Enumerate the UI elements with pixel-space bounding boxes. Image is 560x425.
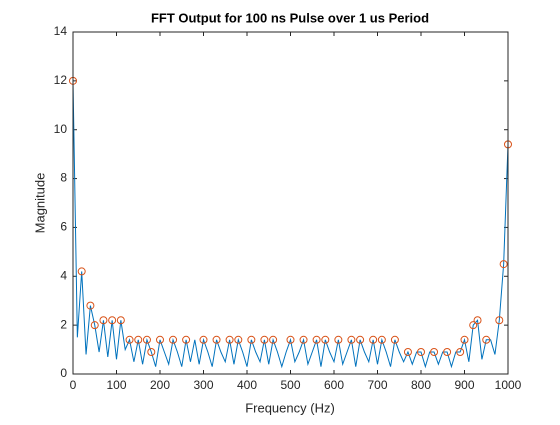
- data-marker: [169, 335, 178, 344]
- data-marker: [443, 348, 452, 357]
- data-marker: [269, 335, 278, 344]
- data-marker: [116, 316, 125, 325]
- data-marker: [90, 321, 99, 330]
- data-marker: [377, 335, 386, 344]
- data-marker: [108, 316, 117, 325]
- data-marker: [499, 260, 508, 269]
- y-tick-label: 2: [60, 317, 67, 331]
- x-tick-label: 1000: [495, 378, 522, 392]
- y-tick-label: 12: [54, 73, 68, 87]
- x-tick-label: 0: [70, 378, 77, 392]
- data-marker: [321, 335, 330, 344]
- data-marker: [482, 335, 491, 344]
- data-marker: [86, 301, 95, 310]
- y-tick-label: 0: [60, 366, 67, 380]
- data-marker: [142, 335, 151, 344]
- data-marker: [460, 335, 469, 344]
- data-marker: [456, 348, 465, 357]
- data-marker: [417, 348, 425, 357]
- data-marker: [469, 321, 478, 330]
- axes-box: [72, 31, 509, 375]
- data-marker: [286, 335, 295, 344]
- data-marker: [247, 335, 256, 344]
- x-tick-label: 600: [324, 378, 344, 392]
- data-marker: [134, 335, 143, 344]
- data-line: [72, 80, 509, 369]
- x-tick-label: 100: [106, 378, 126, 392]
- data-marker: [347, 335, 356, 344]
- x-axis-label: Frequency (Hz): [245, 400, 335, 415]
- data-marker: [299, 335, 308, 344]
- data-marker: [369, 335, 378, 344]
- data-marker: [473, 316, 482, 325]
- y-tick-label: 6: [60, 220, 67, 234]
- data-marker: [260, 335, 269, 344]
- data-marker: [199, 335, 208, 344]
- data-marker: [99, 316, 108, 325]
- data-marker: [430, 348, 439, 357]
- y-tick-label: 10: [54, 122, 68, 136]
- data-marker: [147, 348, 156, 357]
- data-marker: [156, 335, 164, 344]
- data-marker: [212, 335, 221, 344]
- x-tick-label: 700: [367, 378, 387, 392]
- data-marker: [182, 335, 191, 344]
- data-marker: [403, 348, 412, 357]
- x-tick-label: 800: [411, 378, 431, 392]
- chart-title: FFT Output for 100 ns Pulse over 1 us Pe…: [151, 10, 429, 25]
- data-marker: [234, 335, 243, 344]
- x-tick-label: 300: [193, 378, 213, 392]
- data-marker: [390, 335, 399, 344]
- data-marker: [225, 335, 234, 344]
- y-tick-label: 4: [60, 268, 67, 282]
- data-marker: [125, 335, 134, 344]
- y-tick-label: 14: [54, 24, 68, 38]
- data-marker: [77, 267, 86, 276]
- data-marker: [356, 335, 365, 344]
- data-marker: [334, 335, 343, 344]
- x-tick-label: 200: [150, 378, 170, 392]
- x-tick-label: 500: [280, 378, 300, 392]
- x-tick-label: 400: [237, 378, 257, 392]
- data-marker: [312, 335, 321, 344]
- data-marker: [495, 316, 504, 325]
- y-tick-label: 8: [60, 171, 67, 185]
- x-tick-label: 900: [454, 378, 474, 392]
- y-axis-label: Magnitude: [32, 173, 47, 234]
